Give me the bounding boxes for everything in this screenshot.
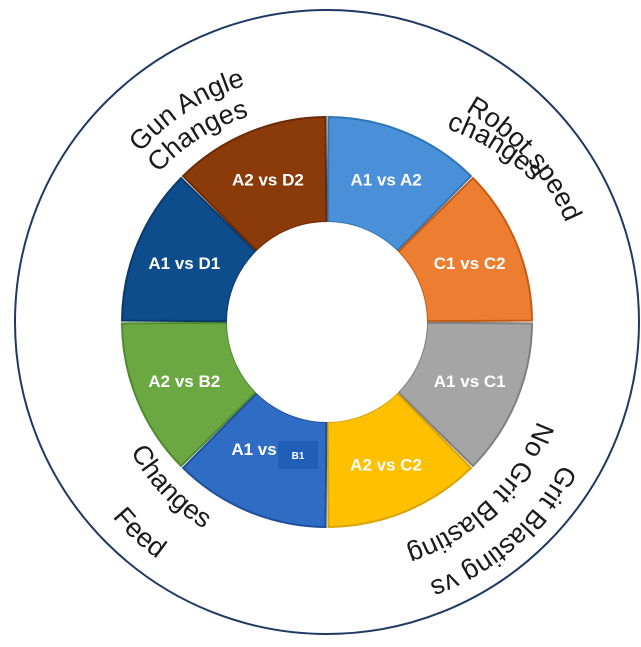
segment-label-a2-vs-b2: A2 vs B2: [148, 372, 220, 391]
b1-tag: B1: [278, 441, 318, 469]
outer-ring: [14, 9, 640, 635]
segment-c1-vs-c2: [396, 176, 534, 323]
segment-label-a2-vs-c2: A2 vs C2: [350, 456, 422, 475]
segment-labels: A1 vs A2 C1 vs C2 A1 vs C1 A2 vs C2 A1 v…: [148, 170, 505, 474]
segment-label-a1-vs-d1: A1 vs D1: [148, 254, 220, 273]
segment-label-a1-vs-c1: A1 vs C1: [434, 372, 506, 391]
donut-segments: [120, 115, 534, 529]
b1-tag-label: B1: [292, 451, 305, 462]
segment-a1-vs-d1: [120, 176, 258, 323]
donut-hole: [227, 222, 427, 422]
segment-label-a1-vs-b1: A1 vs: [231, 440, 276, 459]
segment-label-a2-vs-d2: A2 vs D2: [232, 170, 304, 189]
segment-a1-vs-b1: [181, 391, 328, 529]
segment-a2-vs-c2: [326, 391, 473, 529]
segment-a1-vs-c1: [396, 321, 534, 468]
segment-label-c1-vs-c2: C1 vs C2: [434, 254, 506, 273]
segment-a1-vs-a2: [326, 115, 473, 253]
segment-a2-vs-b2: [120, 321, 258, 468]
segment-label-a1-vs-a2: A1 vs A2: [351, 170, 422, 189]
segment-a2-vs-d2: [181, 115, 328, 253]
b1-tag-box: [278, 441, 318, 469]
